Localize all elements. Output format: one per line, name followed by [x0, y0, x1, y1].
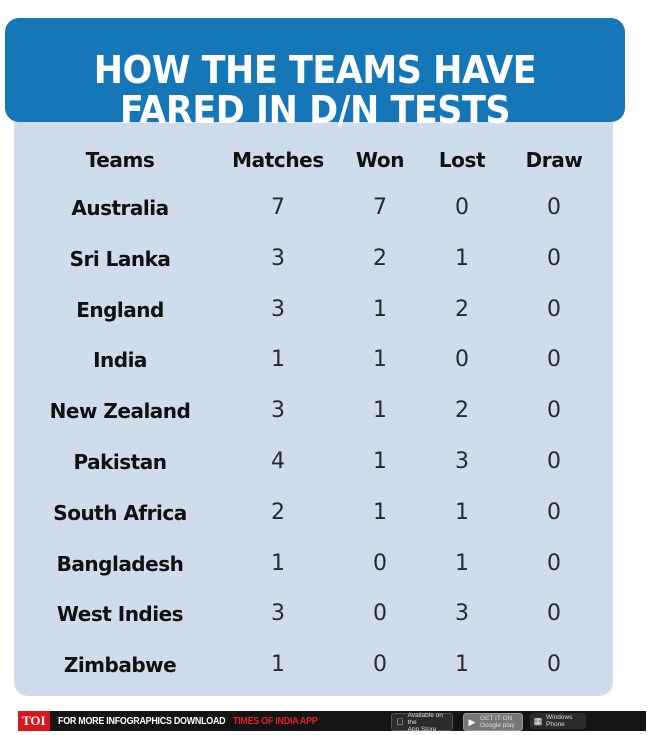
stat-draw: 0 [547, 652, 561, 678]
gplay-top: GET IT ON [480, 715, 513, 722]
stat-lost: 3 [455, 601, 469, 627]
windows-phone-badge[interactable]: ▦ Windows Phone [530, 713, 586, 729]
stat-won: 1 [373, 499, 387, 525]
stat-won: 7 [373, 195, 387, 220]
stat-lost: 2 [455, 296, 469, 322]
column-header-lost: Lost [438, 148, 486, 172]
windows-top: Windows [546, 714, 573, 721]
stat-draw: 0 [547, 296, 561, 322]
stat-matches: 1 [271, 550, 285, 576]
footer-brand: TIMES OF INDIA APP [232, 715, 318, 727]
column-header-teams: Teams [85, 148, 155, 172]
stat-matches: 4 [271, 449, 285, 474]
stat-won: 0 [373, 601, 387, 627]
stat-lost: 0 [455, 347, 469, 373]
team-name: India [93, 348, 147, 373]
stat-lost: 1 [455, 550, 469, 576]
team-name: Bangladesh [56, 551, 184, 576]
title-line-1: HOW THE TEAMS HAVE [93, 48, 537, 92]
toi-logo: TOI [18, 711, 50, 731]
stat-won: 1 [373, 296, 387, 322]
page-title: HOW THE TEAMS HAVE FARED IN D/N TESTS [5, 50, 625, 130]
team-name: New Zealand [49, 399, 191, 424]
apple-icon:  [394, 717, 406, 727]
table-panel [14, 98, 613, 696]
windows-icon: ▦ [533, 715, 543, 726]
title-banner: HOW THE TEAMS HAVE FARED IN D/N TESTS [5, 18, 625, 130]
column-header-won: Won [355, 148, 405, 172]
column-header-draw: Draw [525, 148, 583, 172]
stat-matches: 3 [271, 398, 285, 424]
column-header-matches: Matches [232, 148, 324, 172]
stat-lost: 1 [455, 245, 469, 271]
footer-bar: TOI FOR MORE INFOGRAPHICS DOWNLOAD TIMES… [18, 711, 646, 733]
stat-lost: 1 [455, 652, 469, 678]
team-name: Sri Lanka [69, 246, 171, 271]
stat-draw: 0 [547, 499, 561, 525]
appstore-top: Available on the [407, 711, 443, 726]
team-name: Zimbabwe [63, 653, 177, 678]
stat-draw: 0 [547, 347, 561, 373]
google-play-icon: ▶ [468, 716, 476, 727]
stat-draw: 0 [547, 195, 561, 220]
stat-draw: 0 [547, 449, 561, 474]
stat-draw: 0 [547, 601, 561, 627]
stat-matches: 7 [271, 195, 285, 220]
stat-won: 2 [373, 245, 387, 271]
stat-won: 1 [373, 347, 387, 373]
team-name: South Africa [53, 500, 187, 525]
stat-matches: 1 [271, 347, 285, 373]
stat-lost: 3 [455, 449, 469, 474]
stat-lost: 1 [455, 499, 469, 525]
appstore-bottom: App Store [407, 725, 437, 733]
stat-draw: 0 [547, 550, 561, 576]
stat-draw: 0 [547, 245, 561, 271]
stat-matches: 3 [271, 601, 285, 627]
stat-won: 0 [373, 550, 387, 576]
stat-matches: 1 [271, 652, 285, 678]
stat-matches: 2 [271, 499, 285, 525]
gplay-bottom: Google play [480, 722, 515, 729]
stat-won: 1 [373, 449, 387, 474]
stat-won: 0 [373, 652, 387, 678]
title-line-2: FARED IN D/N TESTS [119, 88, 511, 132]
stat-matches: 3 [271, 296, 285, 322]
stat-won: 1 [373, 398, 387, 424]
windows-bottom: Phone [546, 721, 565, 728]
stat-draw: 0 [547, 398, 561, 424]
google-play-badge[interactable]: ▶ GET IT ON Google play [463, 713, 523, 731]
footer-text: FOR MORE INFOGRAPHICS DOWNLOAD [57, 715, 226, 727]
stat-lost: 2 [455, 398, 469, 424]
stat-matches: 3 [271, 245, 285, 271]
team-name: Pakistan [73, 450, 167, 474]
stat-lost: 0 [455, 195, 469, 220]
team-name: Australia [71, 196, 169, 220]
team-name: West Indies [56, 602, 184, 627]
team-name: England [76, 297, 164, 322]
app-store-badge[interactable]:  Available on the App Store [391, 711, 453, 733]
